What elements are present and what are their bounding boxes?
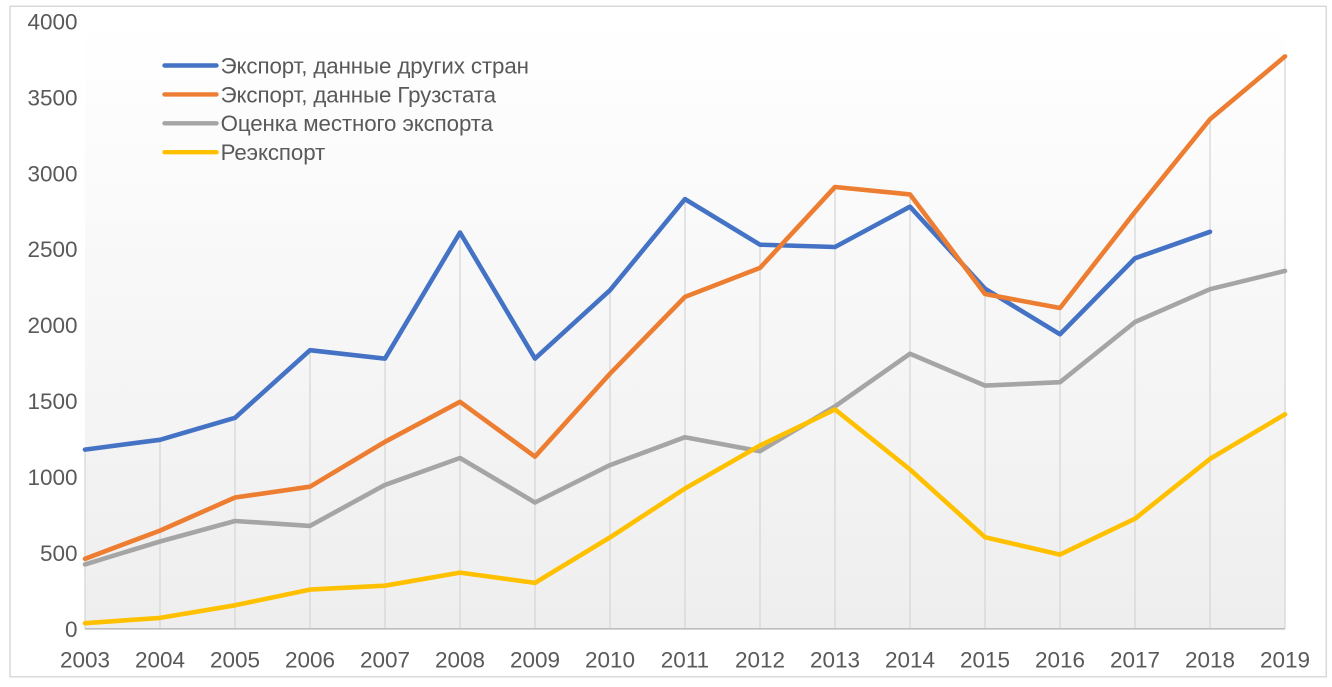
svg-text:1000: 1000 [27,465,77,490]
svg-text:0: 0 [65,617,78,642]
svg-text:2008: 2008 [435,648,485,673]
svg-text:2006: 2006 [285,648,335,673]
svg-text:2007: 2007 [360,648,410,673]
svg-text:Оценка местного экспорта: Оценка местного экспорта [221,111,494,136]
svg-text:2019: 2019 [1260,648,1310,673]
svg-text:Экспорт, данные других стран: Экспорт, данные других стран [221,53,529,78]
svg-text:2500: 2500 [27,237,77,262]
svg-text:2015: 2015 [960,648,1010,673]
svg-text:3000: 3000 [27,161,77,186]
svg-text:2018: 2018 [1185,648,1235,673]
svg-text:1500: 1500 [27,389,77,414]
svg-text:2017: 2017 [1110,648,1160,673]
svg-text:2000: 2000 [27,313,77,338]
svg-text:3500: 3500 [27,85,77,110]
svg-text:2016: 2016 [1035,648,1085,673]
svg-text:2013: 2013 [810,648,860,673]
svg-text:Экспорт, данные Грузстата: Экспорт, данные Грузстата [221,82,497,107]
svg-text:2009: 2009 [510,648,560,673]
svg-text:2012: 2012 [735,648,785,673]
svg-text:4000: 4000 [27,10,77,35]
svg-text:2011: 2011 [661,648,709,673]
svg-text:2003: 2003 [60,648,110,673]
svg-text:500: 500 [40,541,78,566]
svg-text:2014: 2014 [885,648,935,673]
svg-text:2004: 2004 [135,648,185,673]
svg-text:Реэкспорт: Реэкспорт [221,140,326,165]
svg-text:2010: 2010 [585,648,635,673]
svg-text:2005: 2005 [210,648,260,673]
